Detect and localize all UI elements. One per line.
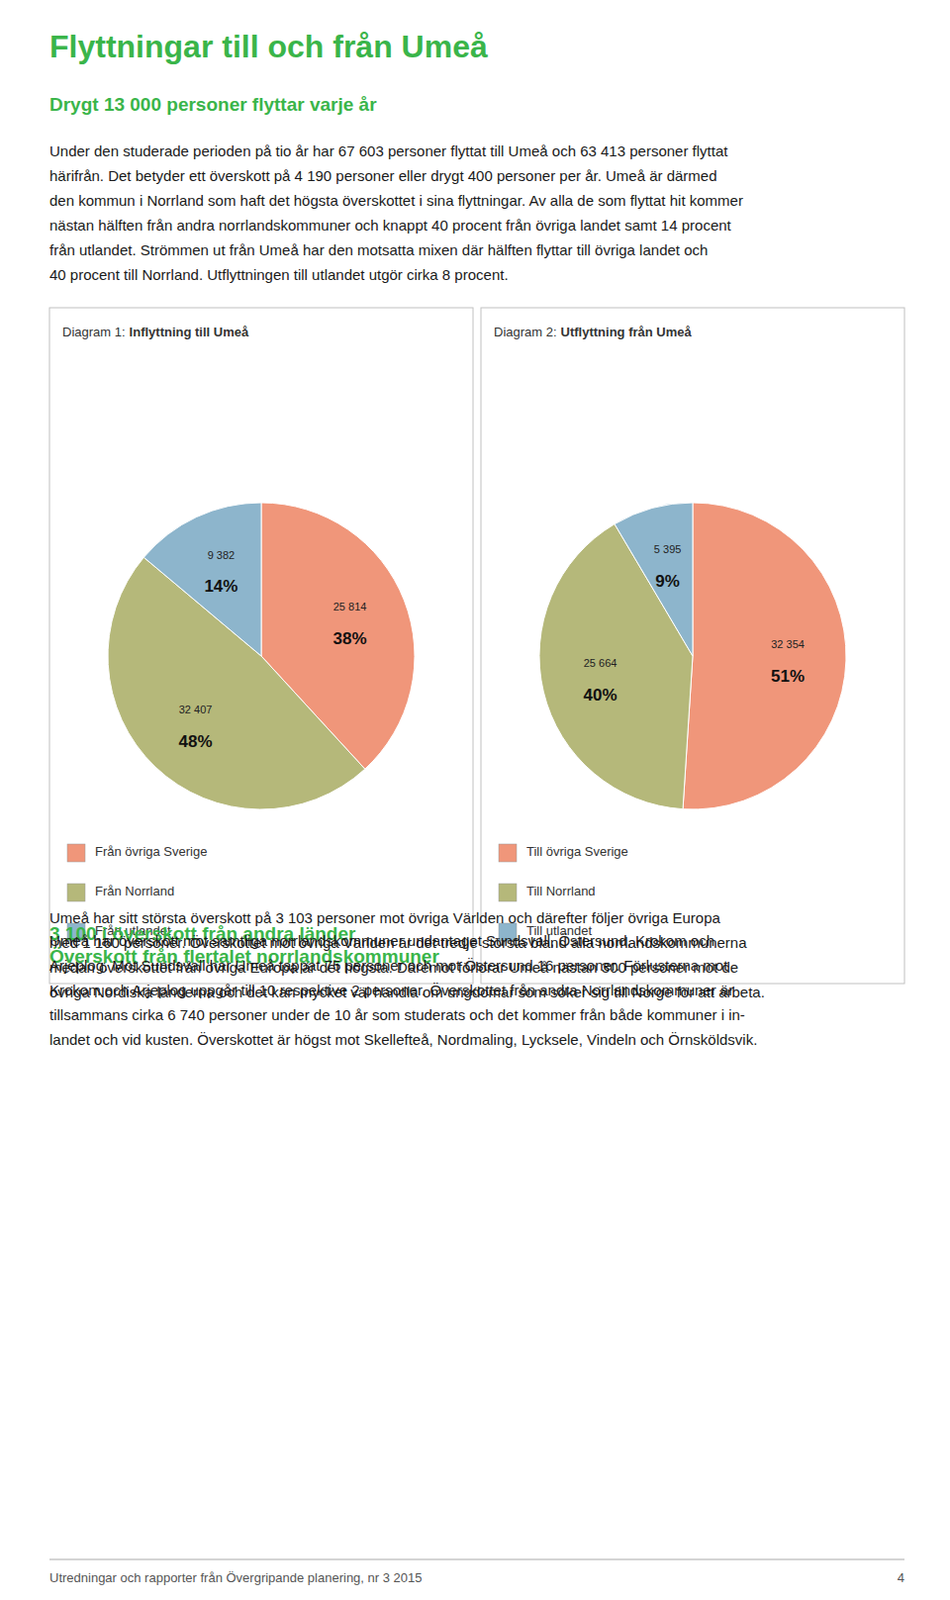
footer-rule (49, 1559, 905, 1561)
pie-slice (682, 502, 847, 810)
chart-title: Diagram 1:Inflyttning till Umeå (62, 324, 250, 340)
pie-slice (143, 502, 262, 657)
value-label: 9 382 (207, 549, 236, 562)
section-text: Krokom och Arjeplog uppgår till 10 respe… (49, 981, 734, 999)
footer-text: Utredningar och rapporter från Övergripa… (49, 1570, 423, 1586)
body-text: härifrån. Det betyder ett överskott på 4… (49, 167, 718, 185)
legend-label: Från övriga Sverige (95, 844, 207, 859)
legend-swatch (67, 883, 86, 902)
pie-slice (614, 502, 693, 657)
share-label: 48% (179, 732, 213, 752)
page-title: Flyttningar till och från Umeå (49, 28, 488, 65)
pie: 32 354 51% 25 664 40% 5 395 9% (539, 502, 847, 810)
diagram-frame (49, 307, 474, 984)
page: Flyttningar till och från Umeå Drygt 13 0… (0, 0, 950, 1600)
body-text: den kommun i Norrland som haft det högst… (49, 191, 744, 209)
value-label: 32 354 (770, 638, 805, 651)
body-text: från utlandet. Strömmen ut från Umeå har… (49, 241, 708, 259)
section-text: Arjeplog. Mot Sundsvall har Umeå tappat … (49, 956, 729, 974)
chart-title-main: Utflyttning från Umeå (561, 324, 693, 340)
legend-swatch (498, 844, 517, 862)
chart-title-main: Inflyttning till Umeå (129, 324, 250, 340)
footer-page: 4 (897, 1570, 905, 1586)
value-label: 32 407 (179, 703, 213, 716)
legend-label: Till övriga Sverige (526, 844, 629, 859)
value-label: 25 814 (333, 600, 368, 613)
share-label: 14% (203, 576, 238, 596)
legend-label: Från Norrland (95, 883, 175, 899)
chart-title-prefix: Diagram 2: (493, 324, 558, 340)
section-text: tillsammans cirka 6 740 personer under d… (49, 1006, 746, 1024)
share-label: 9% (655, 571, 680, 591)
pie-slice (107, 557, 366, 810)
share-label: 51% (770, 666, 805, 686)
share-label: 40% (583, 685, 618, 705)
section-text: Umeå har sitt största överskott på 3 103… (49, 909, 721, 927)
body-text: 40 procent till Norrland. Utflyttningen … (49, 266, 509, 284)
body-text: Under den studerade perioden på tio år h… (49, 142, 729, 160)
page-subtitle: Drygt 13 000 personer flyttar varje år (49, 94, 378, 115)
diagram: Diagram 1:Inflyttning till Umeå 25 814 38%… (49, 307, 474, 984)
diagram: Diagram 2:Utflyttning från Umeå 32 354 51%… (480, 307, 905, 984)
legend-swatch (67, 844, 86, 862)
section-text: Umeå har överskott mot samtliga norrland… (49, 932, 715, 950)
value-label: 25 664 (583, 657, 618, 669)
legend-label: Till Norrland (526, 883, 596, 899)
legend-swatch (498, 883, 517, 902)
chart-title-prefix: Diagram 1: (62, 324, 126, 340)
share-label: 38% (333, 629, 368, 649)
value-label: 5 395 (654, 543, 682, 556)
chart-title: Diagram 2:Utflyttning från Umeå (493, 324, 693, 340)
body-text: nästan hälften från andra norrlandskommu… (49, 216, 733, 234)
diagram-frame (480, 307, 905, 984)
pie: 25 814 38% 32 407 48% 9 382 14% (107, 502, 415, 810)
section-text: landet och vid kusten. Överskottet är hö… (49, 1031, 758, 1048)
